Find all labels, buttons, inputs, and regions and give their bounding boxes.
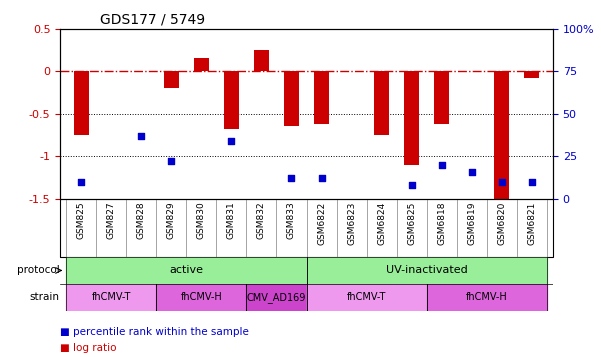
- Text: GSM831: GSM831: [227, 202, 236, 240]
- Point: [287, 176, 296, 181]
- Text: GSM6823: GSM6823: [347, 202, 356, 245]
- Bar: [66, 284, 156, 311]
- Bar: [404, 71, 419, 165]
- Text: strain: strain: [29, 292, 59, 302]
- Bar: [194, 58, 209, 71]
- Bar: [164, 71, 179, 88]
- Point: [497, 179, 507, 185]
- Text: ■ log ratio: ■ log ratio: [60, 343, 117, 353]
- Text: GSM6819: GSM6819: [468, 202, 476, 245]
- Text: GSM833: GSM833: [287, 202, 296, 240]
- Text: GSM6821: GSM6821: [528, 202, 536, 245]
- Point: [467, 169, 477, 174]
- Text: active: active: [169, 266, 203, 276]
- Point: [136, 133, 146, 139]
- Bar: [525, 71, 540, 78]
- Text: GDS177 / 5749: GDS177 / 5749: [100, 12, 205, 26]
- Text: GSM6825: GSM6825: [407, 202, 416, 245]
- Text: fhCMV-T: fhCMV-T: [91, 292, 131, 302]
- Text: GSM6820: GSM6820: [498, 202, 506, 245]
- Text: fhCMV-H: fhCMV-H: [466, 292, 508, 302]
- Text: ■ percentile rank within the sample: ■ percentile rank within the sample: [60, 327, 249, 337]
- Bar: [495, 71, 510, 199]
- Bar: [427, 284, 547, 311]
- Bar: [66, 257, 307, 284]
- Bar: [434, 71, 450, 124]
- Text: GSM828: GSM828: [137, 202, 145, 239]
- Bar: [284, 71, 299, 126]
- Bar: [224, 71, 239, 129]
- Bar: [314, 71, 329, 124]
- Point: [166, 159, 176, 164]
- Bar: [246, 284, 307, 311]
- Point: [527, 179, 537, 185]
- Text: GSM6822: GSM6822: [317, 202, 326, 245]
- Bar: [374, 71, 389, 135]
- Bar: [254, 50, 269, 71]
- Text: GSM6824: GSM6824: [377, 202, 386, 245]
- Text: GSM830: GSM830: [197, 202, 206, 240]
- Text: protocol: protocol: [17, 266, 59, 276]
- Text: UV-inactivated: UV-inactivated: [386, 266, 468, 276]
- Text: fhCMV-H: fhCMV-H: [180, 292, 222, 302]
- Text: GSM829: GSM829: [167, 202, 175, 239]
- Point: [407, 182, 416, 188]
- Point: [227, 138, 236, 144]
- Text: GSM6818: GSM6818: [438, 202, 446, 245]
- Bar: [156, 284, 246, 311]
- Text: fhCMV-T: fhCMV-T: [347, 292, 386, 302]
- Text: GSM827: GSM827: [107, 202, 115, 239]
- Point: [76, 179, 86, 185]
- Point: [437, 162, 447, 167]
- Point: [317, 176, 326, 181]
- Bar: [74, 71, 89, 135]
- Bar: [307, 284, 427, 311]
- Text: CMV_AD169: CMV_AD169: [247, 292, 306, 303]
- Bar: [307, 257, 547, 284]
- Text: GSM832: GSM832: [257, 202, 266, 239]
- Text: GSM825: GSM825: [77, 202, 85, 239]
